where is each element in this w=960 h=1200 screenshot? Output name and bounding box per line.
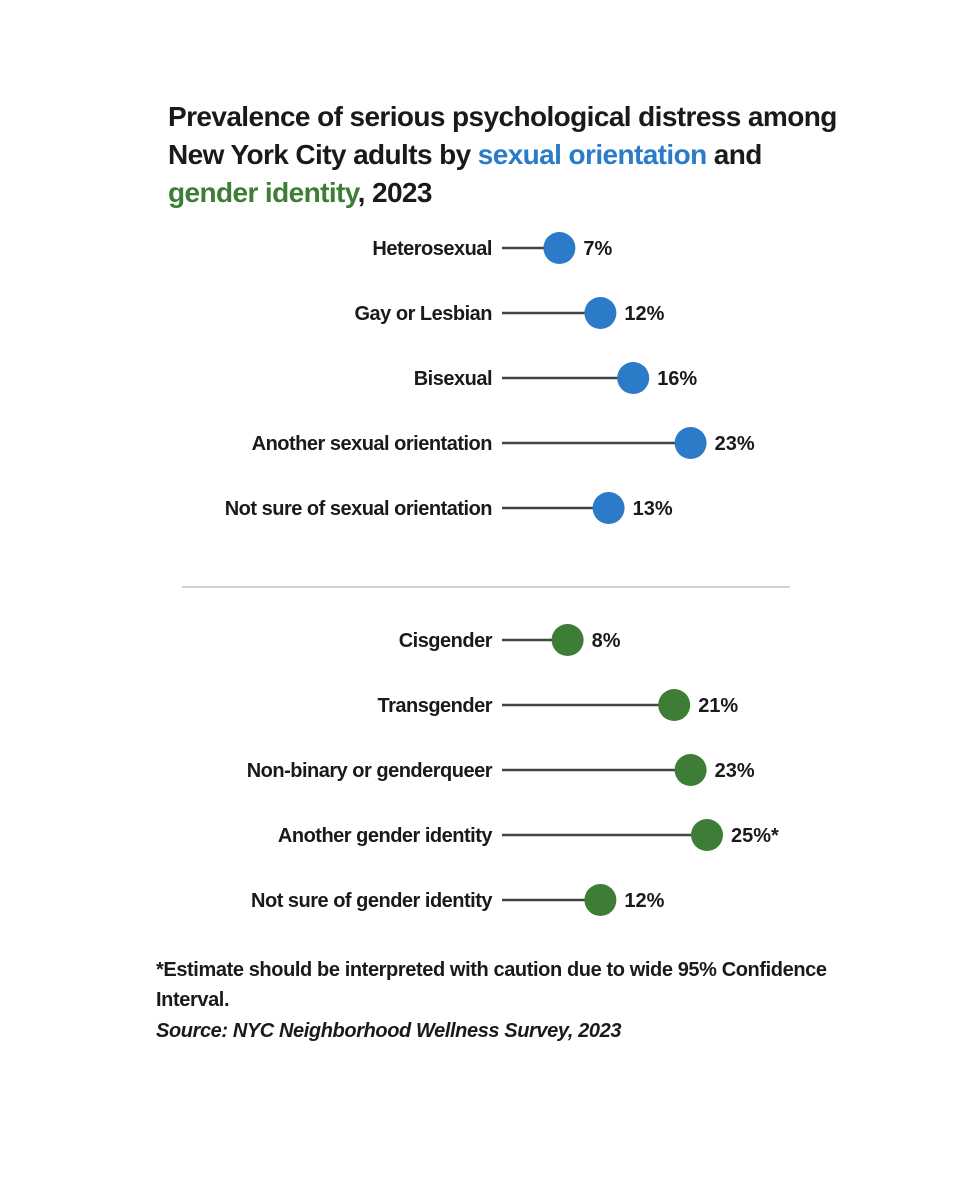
value-label-bisexual: 16% [657, 368, 697, 390]
value-label-cisgender: 8% [592, 630, 621, 652]
category-label-heterosexual: Heterosexual [372, 238, 492, 260]
dot-not-sure-of-sexual-orientation [592, 492, 625, 524]
category-label-gay-or-lesbian: Gay or Lesbian [355, 303, 493, 325]
category-label-not-sure-of-gender-identity: Not sure of gender identity [251, 890, 493, 912]
dot-cisgender [551, 624, 584, 656]
footnote: *Estimate should be interpreted with cau… [156, 959, 827, 1011]
category-label-another-sexual-orientation: Another sexual orientation [252, 433, 492, 455]
value-label-another-sexual-orientation: 23% [715, 433, 755, 455]
category-label-another-gender-identity: Another gender identity [278, 825, 493, 847]
value-label-not-sure-of-gender-identity: 12% [624, 890, 664, 912]
dot-transgender [658, 689, 691, 721]
category-label-transgender: Transgender [377, 695, 492, 717]
title-part-3: , 2023 [357, 177, 433, 208]
dot-gay-or-lesbian [584, 297, 617, 329]
title-part-2: and [706, 139, 763, 170]
value-label-gay-or-lesbian: 12% [624, 303, 664, 325]
value-label-another-gender-identity: 25%* [731, 825, 779, 847]
value-label-non-binary-or-genderqueer: 23% [715, 760, 755, 782]
category-label-not-sure-of-sexual-orientation: Not sure of sexual orientation [225, 498, 492, 520]
source-note: Source: NYC Neighborhood Wellness Survey… [156, 1020, 622, 1042]
category-label-cisgender: Cisgender [399, 630, 493, 652]
category-label-non-binary-or-genderqueer: Non-binary or genderqueer [247, 760, 493, 782]
title-highlight-gender-identity: gender identity [168, 177, 358, 208]
title-part-1: Prevalence of serious psychological dist… [168, 101, 837, 170]
dot-heterosexual [543, 232, 576, 264]
title-highlight-sexual-orientation: sexual orientation [477, 139, 707, 170]
dot-bisexual [617, 362, 650, 394]
dot-non-binary-or-genderqueer [674, 754, 707, 786]
value-label-heterosexual: 7% [583, 238, 612, 260]
dot-not-sure-of-gender-identity [584, 884, 617, 916]
dot-another-sexual-orientation [674, 427, 707, 459]
dot-another-gender-identity [691, 819, 723, 851]
category-label-bisexual: Bisexual [414, 368, 492, 390]
chart-title: Prevalence of serious psychological dist… [168, 98, 848, 212]
value-label-transgender: 21% [698, 695, 738, 717]
value-label-not-sure-of-sexual-orientation: 13% [633, 498, 673, 520]
